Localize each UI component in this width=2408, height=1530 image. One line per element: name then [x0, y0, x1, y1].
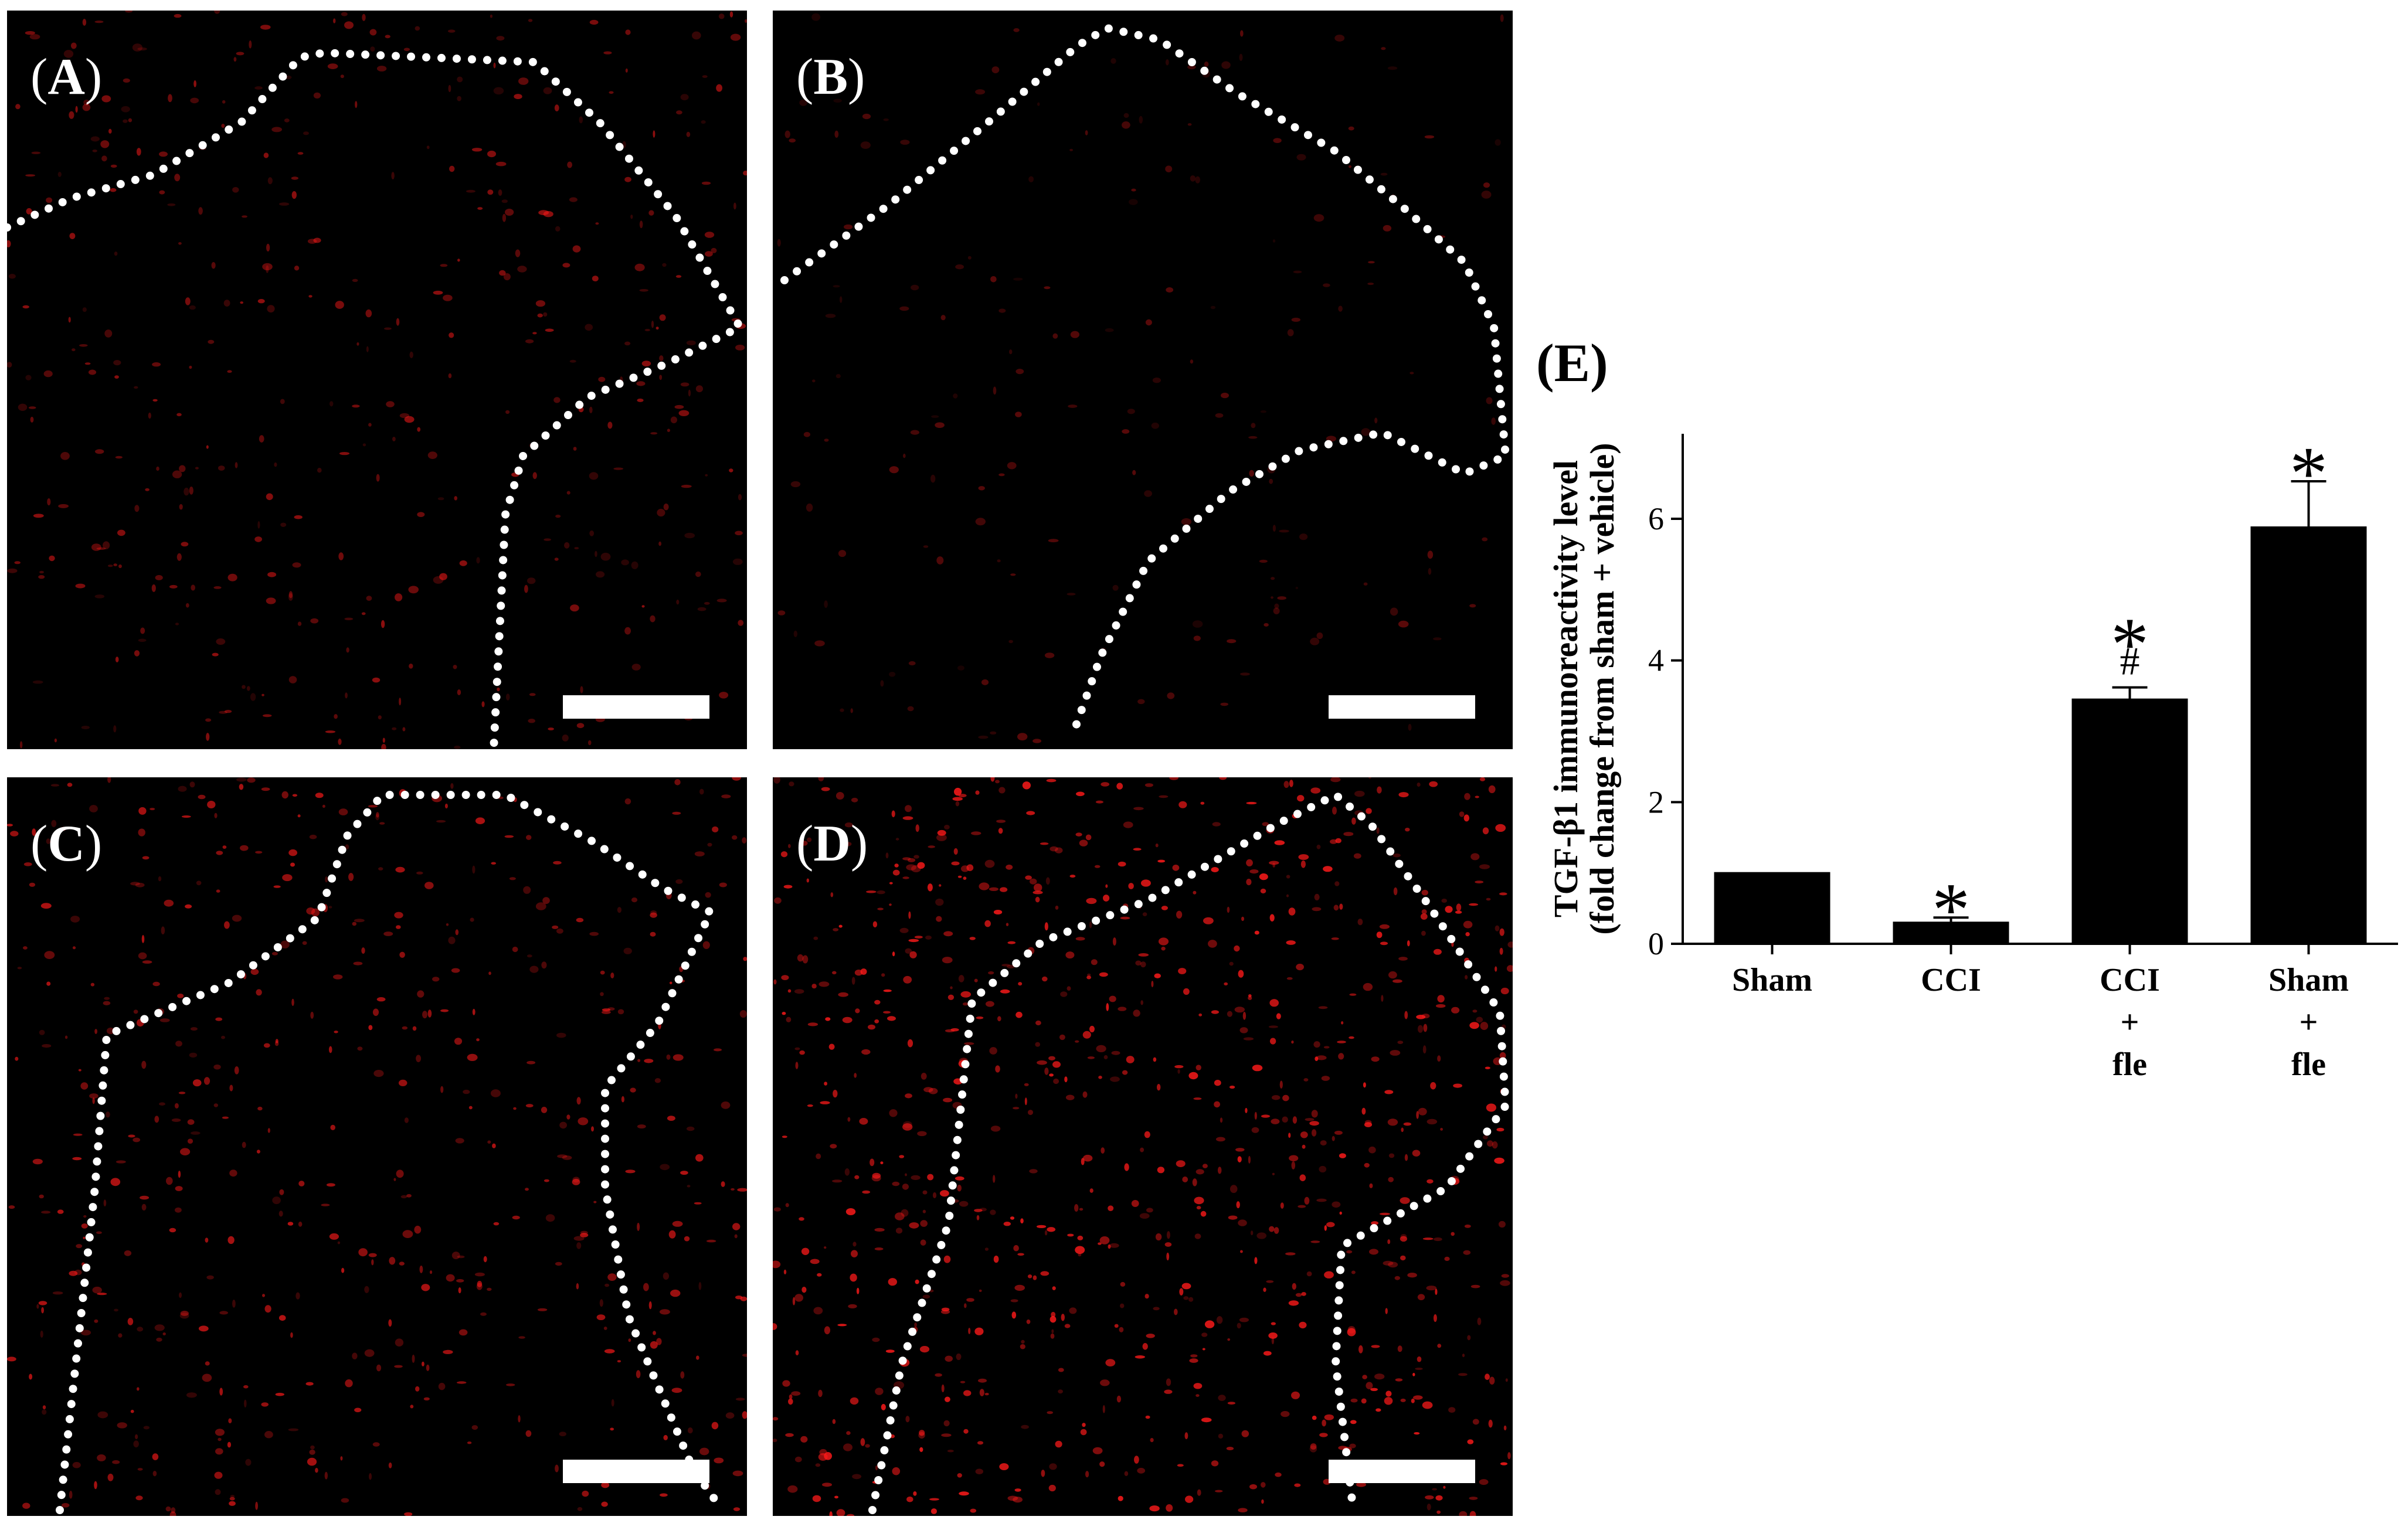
- x-tick-label: fle: [2291, 1046, 2326, 1083]
- bar-chart: (E) 0 2 4 6 TGF-β1 immunoreactivity level(fol…: [1536, 333, 2398, 1083]
- stain-speckles: [773, 777, 1513, 1516]
- chart-panel-label: (E): [1536, 333, 1608, 393]
- y-axis-label-sub: (fold change from sham + vehicle): [1583, 443, 1621, 934]
- micrograph-panel-b: (B): [773, 11, 1513, 749]
- gray-matter-outline: [7, 48, 746, 749]
- stain-speckles: [7, 777, 747, 1516]
- stain-speckles: [777, 13, 1504, 743]
- gray-matter-outline: [56, 791, 726, 1514]
- scale-bar-d: [1329, 1460, 1475, 1483]
- micrograph-a-image: [7, 11, 747, 749]
- x-tick-label: +: [2121, 1004, 2139, 1041]
- y-tick-label: 2: [1648, 784, 1664, 820]
- scale-bar-c: [563, 1460, 709, 1483]
- x-tick-label: Sham: [2268, 962, 2349, 998]
- y-tick-label: 0: [1648, 926, 1664, 961]
- gray-matter-outline: [868, 790, 1510, 1514]
- panel-label-a: (A): [30, 49, 103, 106]
- x-tick-label: CCI: [1921, 962, 1981, 998]
- panel-label-d: (D): [796, 815, 868, 872]
- significance-asterisk: *: [2290, 431, 2328, 516]
- scale-bar-a: [563, 695, 709, 719]
- y-tick-label: 6: [1648, 501, 1664, 536]
- y-tick-label: 4: [1648, 643, 1664, 678]
- significance-hash: #: [2120, 639, 2140, 684]
- bar-chart-panel-e: (E) 0 2 4 6 TGF-β1 immunoreactivity level (fol…: [1536, 328, 2404, 1090]
- x-tick-label: fle: [2112, 1046, 2147, 1083]
- micrograph-panel-a: (A): [7, 11, 747, 749]
- micrograph-panel-d: (D): [773, 777, 1513, 1516]
- micrograph-panel-c: (C): [7, 777, 747, 1516]
- panel-label-c: (C): [30, 815, 103, 872]
- panel-label-b: (B): [796, 49, 865, 106]
- micrograph-d-image: [773, 777, 1513, 1516]
- micrograph-b-image: [777, 13, 1510, 743]
- bar: [2071, 698, 2188, 945]
- stain-speckles: [7, 11, 747, 749]
- micrograph-c-image: [7, 777, 747, 1516]
- significance-asterisk: *: [1932, 868, 1970, 952]
- x-tick-label: +: [2300, 1004, 2318, 1041]
- scale-bar-b: [1329, 695, 1475, 719]
- x-tick-label: Sham: [1732, 962, 1812, 998]
- gray-matter-outline: [780, 23, 1510, 742]
- significance-asterisk: *: [2111, 603, 2149, 687]
- y-axis-label: TGF-β1 immunoreactivity level: [1547, 460, 1585, 917]
- bar: [2250, 526, 2367, 945]
- bar: [1714, 872, 1830, 945]
- x-tick-label: CCI: [2100, 962, 2160, 998]
